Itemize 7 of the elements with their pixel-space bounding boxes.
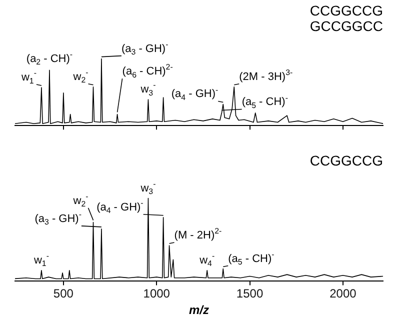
x-axis-title: m/z <box>188 303 210 318</box>
chart-title: CCGGCCG GCCGGCC <box>310 2 383 34</box>
x-tick-label: 1500 <box>236 286 264 301</box>
x-tick-label: 1000 <box>143 286 170 301</box>
x-tick-label: 500 <box>53 286 74 301</box>
x-tick-label: 2000 <box>330 286 357 301</box>
chart-title: CCGGCCG <box>310 152 383 169</box>
